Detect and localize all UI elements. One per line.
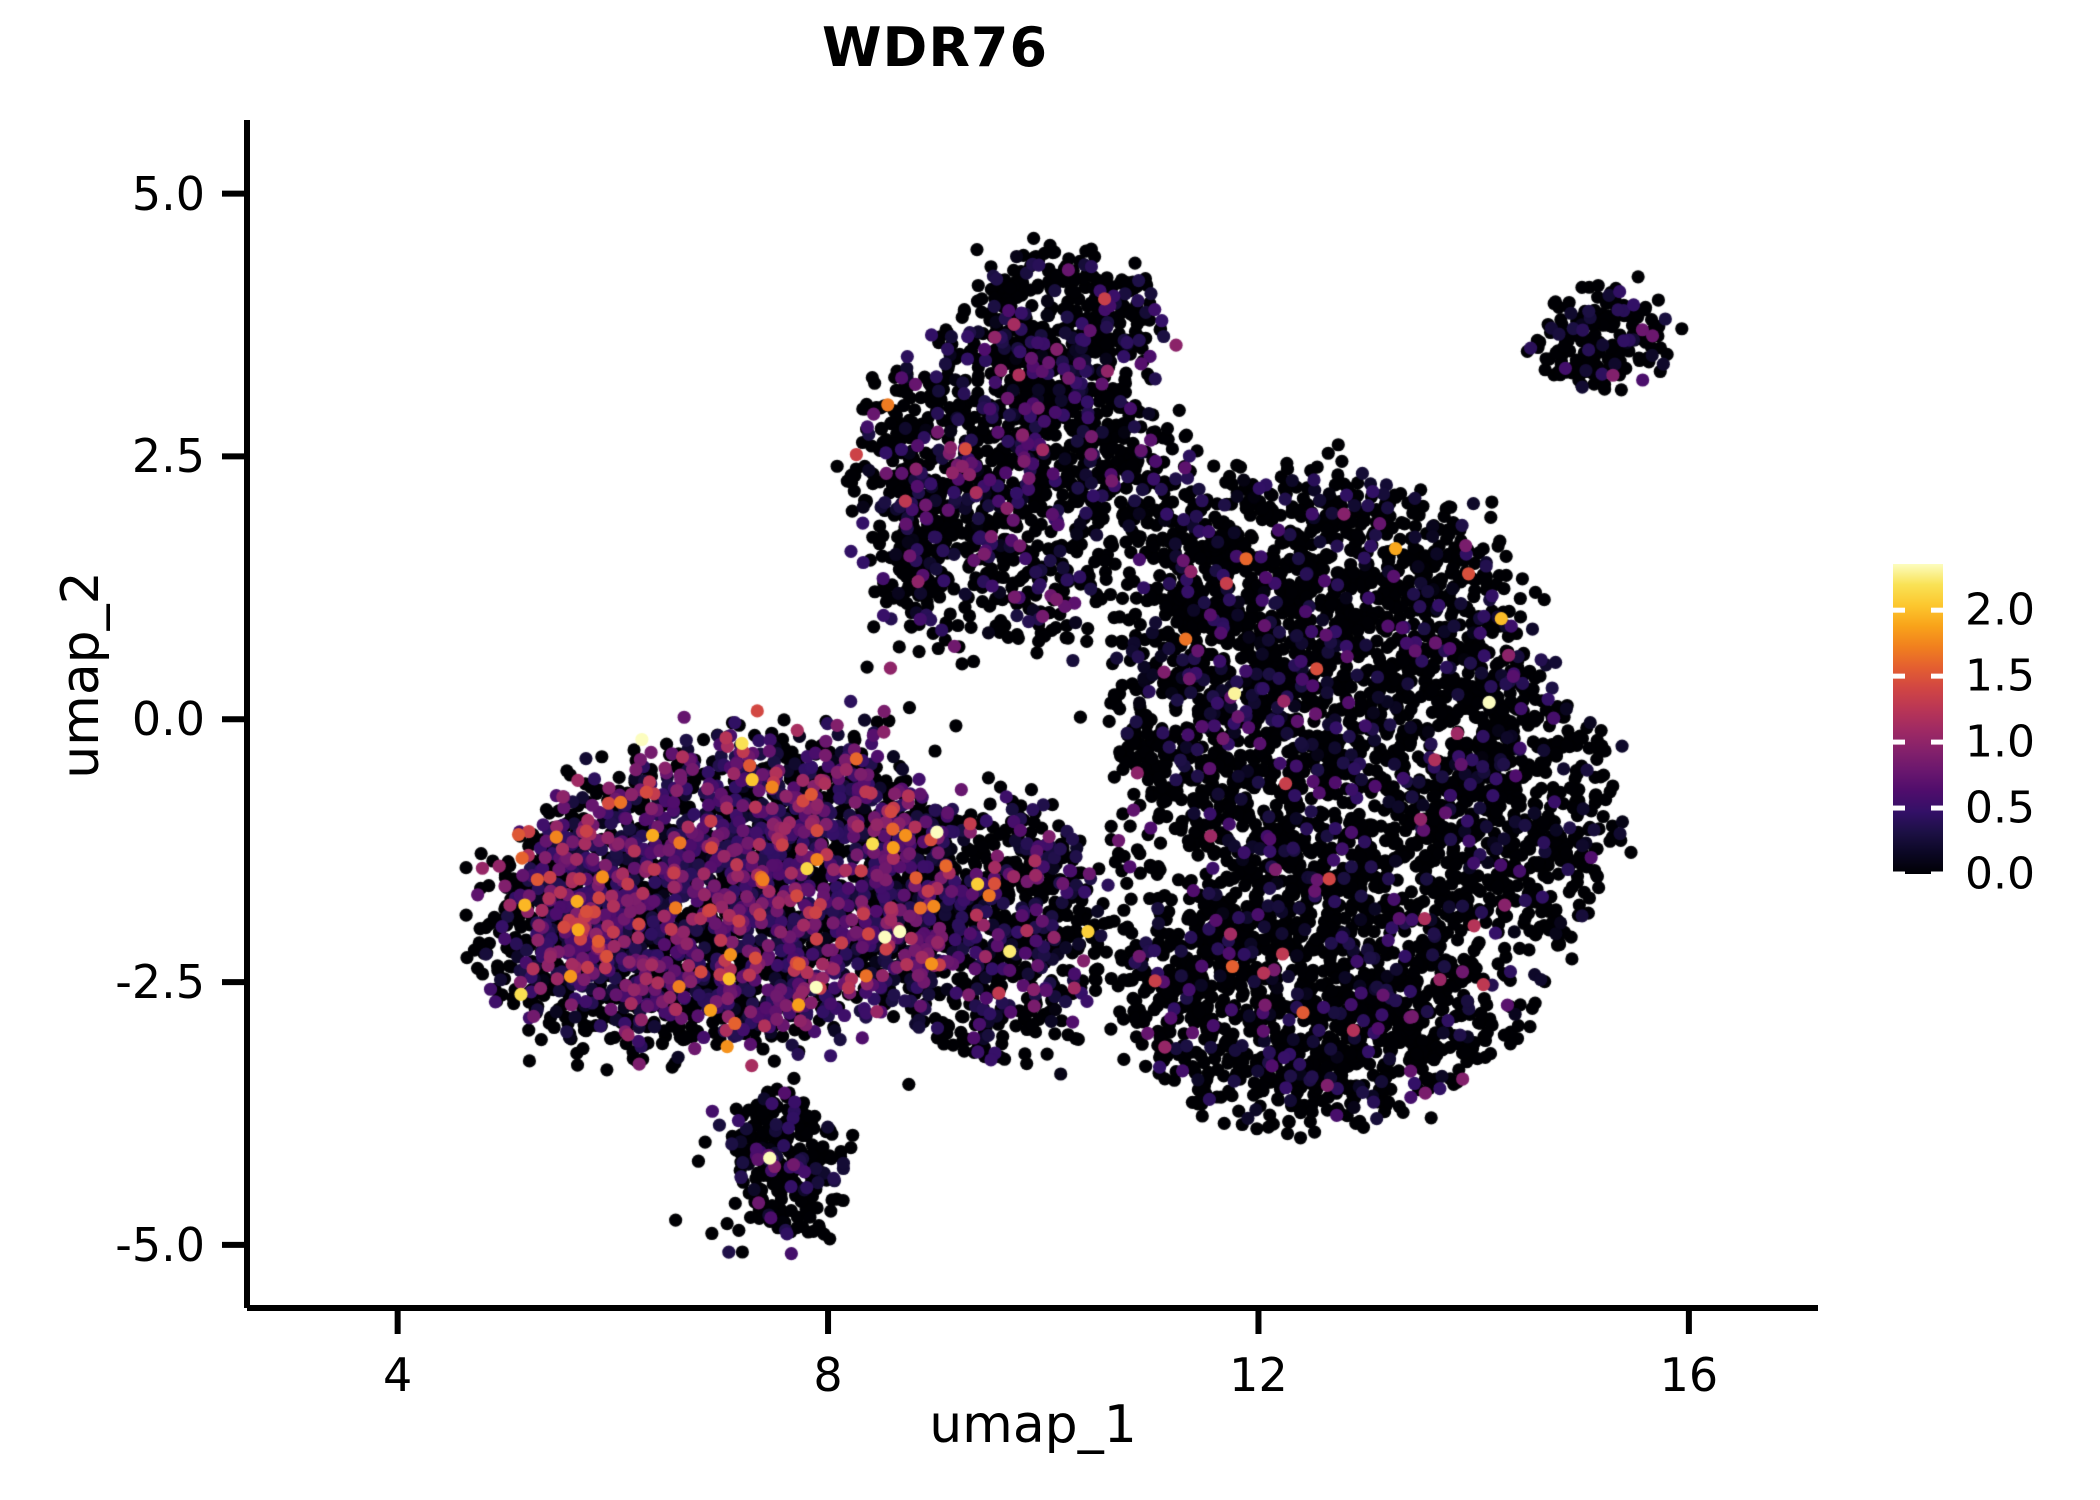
colorbar-gradient — [1893, 564, 1943, 874]
x-tick-label: 8 — [813, 1348, 843, 1402]
x-axis-title: umap_1 — [929, 1395, 1137, 1455]
y-axis-title: umap_2 — [51, 571, 111, 779]
y-tick-label: -2.5 — [115, 955, 205, 1010]
colorbar-tick-label: 1.5 — [1965, 650, 2035, 702]
x-tick-label: 4 — [383, 1348, 413, 1402]
y-tick-label: 2.5 — [131, 429, 205, 484]
colorbar-tick-label: 2.0 — [1965, 584, 2035, 636]
x-tick-label: 16 — [1659, 1348, 1719, 1402]
colorbar-tick-label: 0.0 — [1965, 848, 2035, 900]
colorbar-tick-marks — [1893, 607, 1943, 876]
y-tick-label: 0.0 — [131, 692, 205, 747]
x-tick-label: 12 — [1229, 1348, 1288, 1402]
colorbar-tick-label: 1.0 — [1965, 716, 2035, 768]
y-tick-label: 5.0 — [131, 166, 205, 221]
y-tick-label: -5.0 — [115, 1217, 205, 1272]
colorbar-tick-label: 0.5 — [1965, 782, 2035, 834]
